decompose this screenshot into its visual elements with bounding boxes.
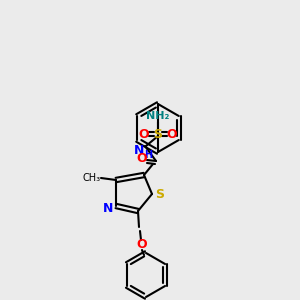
Text: O: O	[137, 152, 147, 166]
Text: N: N	[134, 145, 144, 158]
Text: CH₃: CH₃	[83, 173, 101, 183]
Text: S: S	[155, 188, 164, 200]
Text: S: S	[154, 128, 163, 140]
Text: NH₂: NH₂	[146, 111, 170, 121]
Text: O: O	[137, 238, 147, 251]
Text: N: N	[103, 202, 113, 214]
Text: O: O	[167, 128, 177, 140]
Text: H: H	[144, 150, 152, 160]
Text: O: O	[139, 128, 149, 140]
